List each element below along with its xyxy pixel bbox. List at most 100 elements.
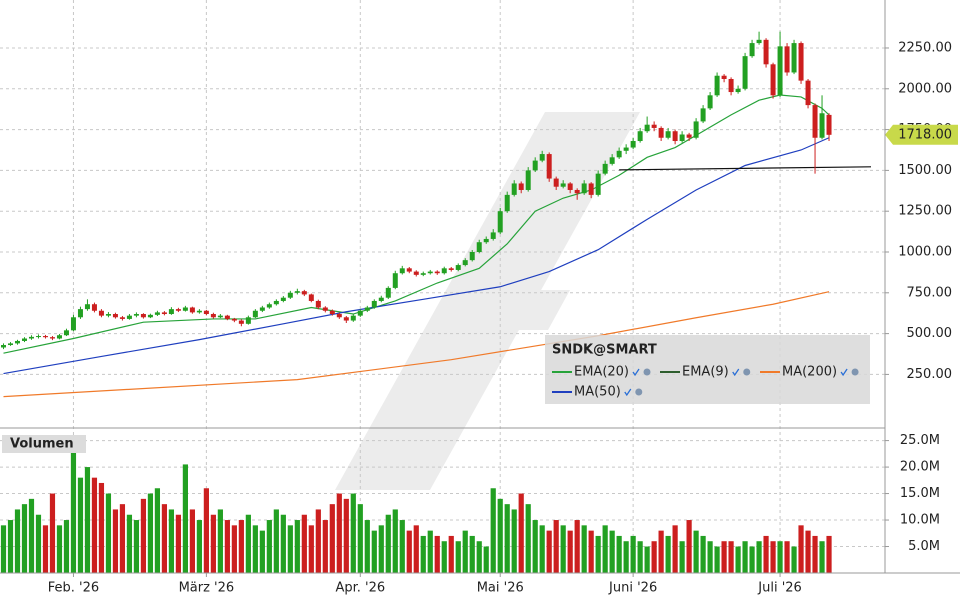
volume-bar [406, 530, 412, 573]
volume-bar [504, 504, 510, 573]
legend-label: MA(50) [574, 385, 621, 400]
volume-bar [259, 530, 265, 573]
volume-bar [413, 525, 419, 573]
candle-body [546, 154, 552, 179]
volume-bar [7, 520, 14, 573]
volume-bar [686, 520, 692, 573]
candle-body [462, 260, 468, 266]
candle-body [357, 310, 363, 316]
volume-bar [427, 530, 433, 573]
candle-body [14, 340, 20, 344]
volume-bar [812, 535, 818, 573]
candle-body [735, 88, 741, 93]
candle-body [616, 150, 622, 158]
candle-body [399, 268, 405, 274]
candle-body [294, 291, 300, 293]
volume-bar [224, 520, 230, 573]
candle-body [364, 307, 370, 311]
volume-bar [609, 530, 615, 573]
x-tick-label: Apr. '26 [335, 581, 385, 596]
candle-body [532, 160, 538, 171]
candle-body [497, 211, 503, 233]
legend-check [632, 368, 640, 377]
volume-bar [602, 525, 608, 573]
volume-bar [385, 514, 391, 573]
candle-body [154, 312, 160, 315]
candle-body [84, 304, 90, 310]
volume-bar [210, 514, 216, 573]
candle-body [553, 178, 559, 187]
volume-bar [567, 530, 573, 573]
volume-bar [672, 525, 678, 573]
volume-bar [322, 520, 328, 573]
volume-bar [105, 493, 112, 573]
candle-body [56, 335, 62, 339]
volume-bar [245, 514, 251, 573]
volume-bar [175, 514, 181, 573]
candle-body [371, 300, 377, 308]
legend-check [732, 368, 740, 377]
candle-body [28, 336, 34, 339]
candle-body [336, 314, 342, 318]
candle-body [105, 314, 111, 316]
candle-body [595, 173, 601, 195]
legend-icon [851, 368, 859, 376]
candle-body [413, 271, 419, 275]
candle-body [238, 320, 244, 324]
candle-body [574, 189, 580, 194]
volume-bar [742, 541, 748, 573]
volume-bar [350, 493, 356, 573]
candle-body [448, 268, 454, 270]
watermark-bar [448, 290, 570, 330]
volume-bar [231, 525, 237, 573]
last-price-tag [885, 124, 958, 145]
volume-bar [658, 530, 664, 573]
volume-bar [294, 520, 300, 573]
candle-body [189, 307, 195, 313]
candle-body [567, 183, 573, 190]
candle-body [693, 121, 699, 138]
candle-body [21, 338, 27, 341]
legend-check [840, 368, 848, 377]
volume-bar [497, 498, 503, 573]
candle-body [392, 273, 398, 288]
candle-body [819, 113, 825, 138]
volume-bar [525, 504, 531, 573]
candle-body [728, 78, 734, 93]
volume-bar [63, 520, 70, 573]
candle-body [77, 309, 83, 318]
volume-bar [700, 535, 706, 573]
candle-body [441, 268, 447, 274]
volume-bar [623, 541, 629, 573]
volume-bar [616, 535, 622, 573]
candle-body [525, 170, 531, 190]
volume-bar [546, 530, 552, 573]
candle-body [217, 315, 223, 318]
volume-bar [266, 520, 272, 573]
volume-bar [490, 488, 496, 573]
candle-body [7, 343, 13, 346]
candle-body [343, 317, 349, 321]
volume-bar [14, 509, 21, 573]
volume-bar [434, 535, 440, 573]
candle-body [49, 337, 55, 339]
volume-bar [819, 541, 825, 573]
candle-body [434, 271, 440, 274]
legend-check [624, 388, 632, 397]
candle-body [826, 114, 832, 135]
legend-label: EMA(20) [574, 365, 629, 380]
candle-body [700, 108, 706, 122]
candle-body [161, 312, 167, 315]
candle-body [0, 345, 6, 348]
legend-label: EMA(9) [682, 365, 729, 380]
volume-bar [203, 488, 209, 573]
volume-bar [420, 535, 426, 573]
x-tick-label: März '26 [179, 581, 235, 596]
volume-bar [371, 530, 377, 573]
candle-body [714, 75, 720, 96]
volume-bar [168, 509, 175, 573]
candle-body [147, 314, 153, 318]
volume-bar [378, 525, 384, 573]
volume-bar [798, 525, 804, 573]
candle-body [756, 39, 762, 44]
